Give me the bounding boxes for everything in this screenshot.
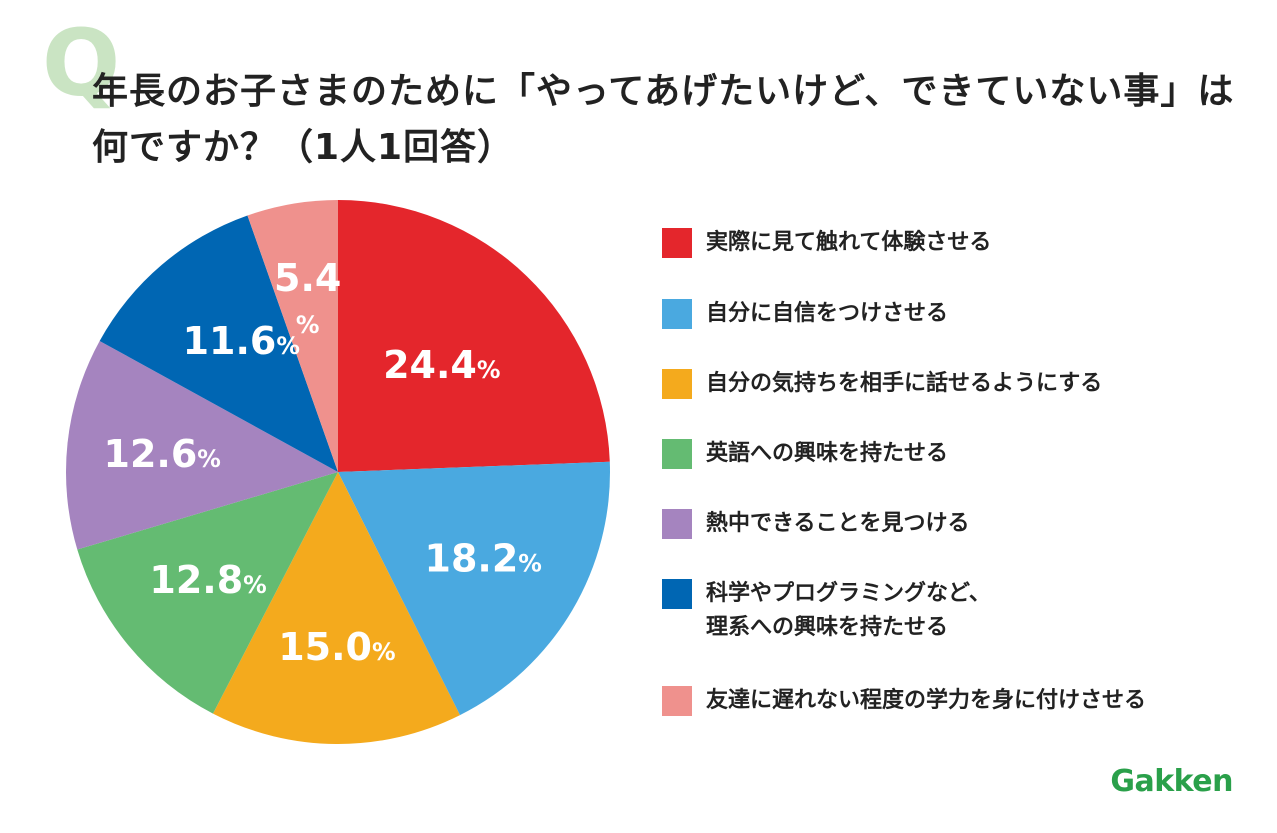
pie-value-number-2: 18.2: [425, 537, 519, 581]
legend-label-line: 英語への興味を持たせる: [706, 441, 949, 466]
pie-slice-2: [338, 461, 611, 716]
pie-value-label-3: 15.0%: [278, 625, 395, 669]
pie-slice-1: [338, 200, 610, 472]
legend-label-1: 実際に見て触れて体験させる: [706, 226, 991, 260]
legend-label-line: 実際に見て触れて体験させる: [706, 230, 992, 255]
pie-slice-7: [247, 200, 338, 472]
legend-item-1: 実際に見て触れて体験させる: [662, 226, 991, 260]
legend-label-line: 科学やプログラミングなど、: [706, 581, 991, 606]
legend-item-5: 熱中できることを見つける: [662, 507, 970, 541]
legend-label-line: 自分の気持ちを相手に話せるようにする: [706, 371, 1103, 396]
pie-slices: [65, 200, 611, 744]
legend-label-6: 科学やプログラミングなど、 理系への興味を持たせる: [706, 577, 991, 645]
legend-item-6: 科学やプログラミングなど、 理系への興味を持たせる: [662, 577, 991, 645]
pie-value-unit-1: %: [477, 356, 501, 384]
legend-item-2: 自分に自信をつけさせる: [662, 297, 948, 331]
legend-label-2: 自分に自信をつけさせる: [706, 297, 948, 331]
legend-item-7: 友達に遅れない程度の学力を身に付けさせる: [662, 684, 1146, 718]
pie-value-unit-2: %: [518, 550, 542, 578]
question-q-mark: Q: [42, 10, 121, 117]
pie-value-label-4: 12.8%: [149, 558, 266, 602]
pie-value-label-6: 11.6%: [183, 319, 300, 363]
pie-value-unit-6: %: [276, 332, 300, 360]
legend-label-5: 熱中できることを見つける: [706, 507, 970, 541]
legend-label-3: 自分の気持ちを相手に話せるようにする: [706, 367, 1102, 401]
pie-value-label-2: 18.2%: [425, 537, 542, 581]
pie-slice-5: [65, 340, 338, 550]
legend-item-4: 英語への興味を持たせる: [662, 437, 948, 471]
pie-value-label-1: 24.4%: [383, 343, 500, 387]
legend-label-line: 熱中できることを見つける: [706, 511, 970, 536]
legend-label-4: 英語への興味を持たせる: [706, 437, 948, 471]
pie-value-number-1: 24.4: [383, 343, 477, 387]
pie-value-label-7: 5.4%: [274, 256, 341, 339]
pie-value-number-5: 12.6: [104, 432, 198, 476]
legend-label-line: 自分に自信をつけさせる: [706, 301, 949, 326]
chart-title-line-2: 何ですか？（1人1回答）: [92, 127, 515, 168]
legend-label-line: 理系への興味を持たせる: [706, 615, 949, 640]
pie-value-unit-7: %: [296, 311, 320, 339]
legend-swatch-6: [662, 579, 692, 609]
pie-slice-3: [212, 472, 460, 744]
legend-item-3: 自分の気持ちを相手に話せるようにする: [662, 367, 1102, 401]
pie-value-unit-4: %: [243, 571, 267, 599]
chart-title-line-1: 年長のお子さまのために「やってあげたいけど、できていない事」は: [92, 71, 1235, 112]
legend-swatch-5: [662, 509, 692, 539]
pie-slice-6: [99, 215, 338, 472]
legend-label-line: 友達に遅れない程度の学力を身に付けさせる: [706, 688, 1147, 713]
pie-value-number-3: 15.0: [278, 625, 372, 669]
pie-value-unit-3: %: [372, 638, 396, 666]
legend-label-7: 友達に遅れない程度の学力を身に付けさせる: [706, 684, 1146, 718]
legend-swatch-7: [662, 686, 692, 716]
pie-value-labels: 24.4%18.2%15.0%12.8%12.6%11.6%5.4%: [104, 256, 542, 669]
pie-value-number-7: 5.4: [274, 256, 341, 300]
legend-swatch-3: [662, 369, 692, 399]
pie-value-unit-5: %: [197, 445, 221, 473]
pie-value-label-5: 12.6%: [104, 432, 221, 476]
legend-swatch-4: [662, 439, 692, 469]
chart-title: 年長のお子さまのために「やってあげたいけど、できていない事」は 何ですか？（1人…: [92, 64, 1242, 176]
pie-value-number-6: 11.6: [183, 319, 277, 363]
gakken-logo: Gakken: [1110, 764, 1233, 799]
pie-slice-4: [77, 472, 338, 714]
legend-swatch-2: [662, 299, 692, 329]
legend-swatch-1: [662, 228, 692, 258]
pie-value-number-4: 12.8: [149, 558, 243, 602]
